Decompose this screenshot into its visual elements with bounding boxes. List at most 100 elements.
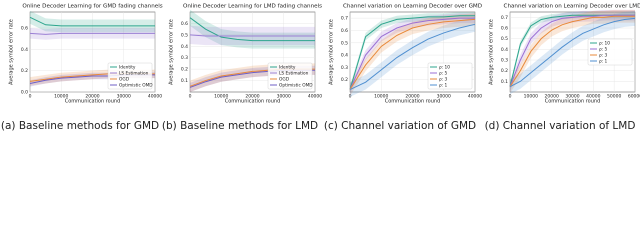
y-tick-label: 0.2	[501, 68, 508, 74]
error-band	[510, 9, 635, 94]
x-tick-label: 10000	[374, 94, 388, 100]
error-band	[350, 16, 475, 97]
x-tick-label: 10000	[214, 94, 228, 100]
chart-title: Online Decoder Learning for GMD fading c…	[22, 4, 162, 10]
figure: 0.0 0.2 0.4 0.6 0 10000 20000 30000 40000 Online …	[1, 4, 640, 133]
line	[29, 16, 155, 27]
error-band	[350, 13, 475, 95]
y-tick-label: 0.7	[501, 15, 508, 21]
line	[349, 18, 476, 90]
line	[189, 17, 315, 42]
legend-box	[587, 38, 633, 66]
y-tick-label: 0.2	[341, 77, 348, 83]
x-tick-label: 30000	[437, 94, 451, 100]
legend-label: ρ: 5	[599, 47, 608, 53]
x-tick-label: 20000	[85, 94, 99, 100]
legend-label: ρ: 10	[599, 41, 610, 47]
x-tick-label: 30000	[277, 94, 291, 100]
x-tick-label: 40000	[586, 94, 600, 100]
legend-box	[107, 62, 153, 90]
y-tick-label: 0.2	[21, 68, 28, 74]
legend-label: Optimistic OMD	[279, 83, 313, 89]
y-tick-label: 0.5	[341, 40, 348, 46]
y-tick-label: 0.1	[501, 79, 508, 85]
y-tick-label: 0.6	[21, 26, 28, 32]
y-axis-label: Average symbol error rate	[169, 19, 175, 85]
x-tick-label: 0	[29, 94, 32, 100]
line	[509, 14, 635, 87]
x-tick-label: 20000	[545, 94, 559, 100]
legend-label: Identity	[279, 65, 296, 71]
error-band	[30, 10, 155, 33]
line	[349, 15, 475, 90]
x-tick-label: 10000	[524, 94, 538, 100]
y-tick-label: 0.4	[341, 53, 348, 59]
y-tick-label: 0.7	[341, 16, 348, 22]
legend-label: Identity	[119, 65, 136, 71]
x-axis-label: Communication round	[65, 99, 121, 105]
y-tick-label: 0.3	[341, 65, 348, 71]
legend-label: LS Estimation	[119, 71, 149, 77]
x-tick-label: 0	[189, 94, 192, 100]
y-tick-label: 0.2	[181, 67, 188, 73]
y-tick-label: 0.4	[181, 44, 188, 50]
x-tick-label: 60000	[628, 94, 640, 100]
line	[29, 32, 155, 35]
y-tick-label: 0.6	[181, 21, 188, 27]
caption: (b) Baseline methods for LMD	[162, 120, 318, 132]
x-tick-label: 30000	[117, 94, 131, 100]
error-band	[190, 9, 315, 49]
chart-title: Online Decoder Learning for LMD fading c…	[183, 4, 322, 10]
legend-label: ρ: 1	[599, 59, 608, 65]
legend-label: OGD	[119, 77, 130, 83]
y-tick-label: 0.6	[501, 26, 508, 32]
legend-label: OGD	[279, 77, 290, 83]
chart-title: Channel variation on Learning Decoder ov…	[504, 4, 640, 10]
error-band	[510, 9, 635, 92]
chart-title: Channel variation on Learning Decoder ov…	[343, 4, 482, 10]
line	[189, 34, 315, 37]
y-tick-label: 0.5	[181, 32, 188, 38]
line	[509, 17, 636, 88]
x-tick-label: 40000	[308, 94, 322, 100]
legend-label: ρ: 10	[439, 65, 450, 71]
x-tick-label: 40000	[148, 94, 162, 100]
legend-box	[427, 62, 473, 90]
y-axis-label: Average symbol error rate	[329, 19, 335, 85]
legend-label: Optimistic OMD	[119, 83, 153, 89]
y-tick-label: 0.6	[341, 28, 348, 34]
y-tick-label: 0.3	[181, 55, 188, 61]
y-tick-label: 0.1	[181, 78, 188, 84]
error-band	[510, 10, 635, 95]
x-axis-label: Communication round	[545, 99, 601, 105]
error-band	[190, 25, 315, 46]
x-tick-label: 10000	[54, 94, 68, 100]
caption: (d) Channel variation of LMD	[485, 120, 636, 132]
x-tick-label: 40000	[468, 94, 482, 100]
caption: (a) Baseline methods for GMD	[1, 120, 159, 132]
legend-box	[267, 62, 313, 90]
y-tick-label: 0.0	[21, 90, 28, 96]
line	[349, 23, 476, 90]
legend-label: ρ: 3	[439, 77, 448, 83]
caption: (c) Channel variation of GMD	[324, 120, 476, 132]
y-tick-label: 0.4	[501, 47, 508, 53]
legend-label: ρ: 3	[599, 53, 608, 59]
x-axis-label: Communication round	[385, 99, 441, 105]
legend-label: ρ: 1	[439, 83, 448, 89]
x-axis-label: Communication round	[225, 99, 281, 105]
y-axis-label: Average symbol error rate	[489, 19, 495, 85]
x-tick-label: 20000	[405, 94, 419, 100]
line	[509, 15, 635, 87]
x-tick-label: 50000	[607, 94, 621, 100]
error-band	[30, 28, 155, 40]
y-tick-label: 0.4	[21, 47, 28, 53]
x-tick-label: 0	[349, 94, 352, 100]
legend-label: ρ: 5	[439, 71, 448, 77]
line	[349, 17, 475, 90]
x-tick-label: 30000	[565, 94, 579, 100]
y-tick-label: 0.5	[501, 36, 508, 42]
y-axis-label: Average symbol error rate	[9, 19, 15, 85]
legend-label: LS Estimation	[279, 71, 309, 77]
x-tick-label: 20000	[245, 94, 259, 100]
